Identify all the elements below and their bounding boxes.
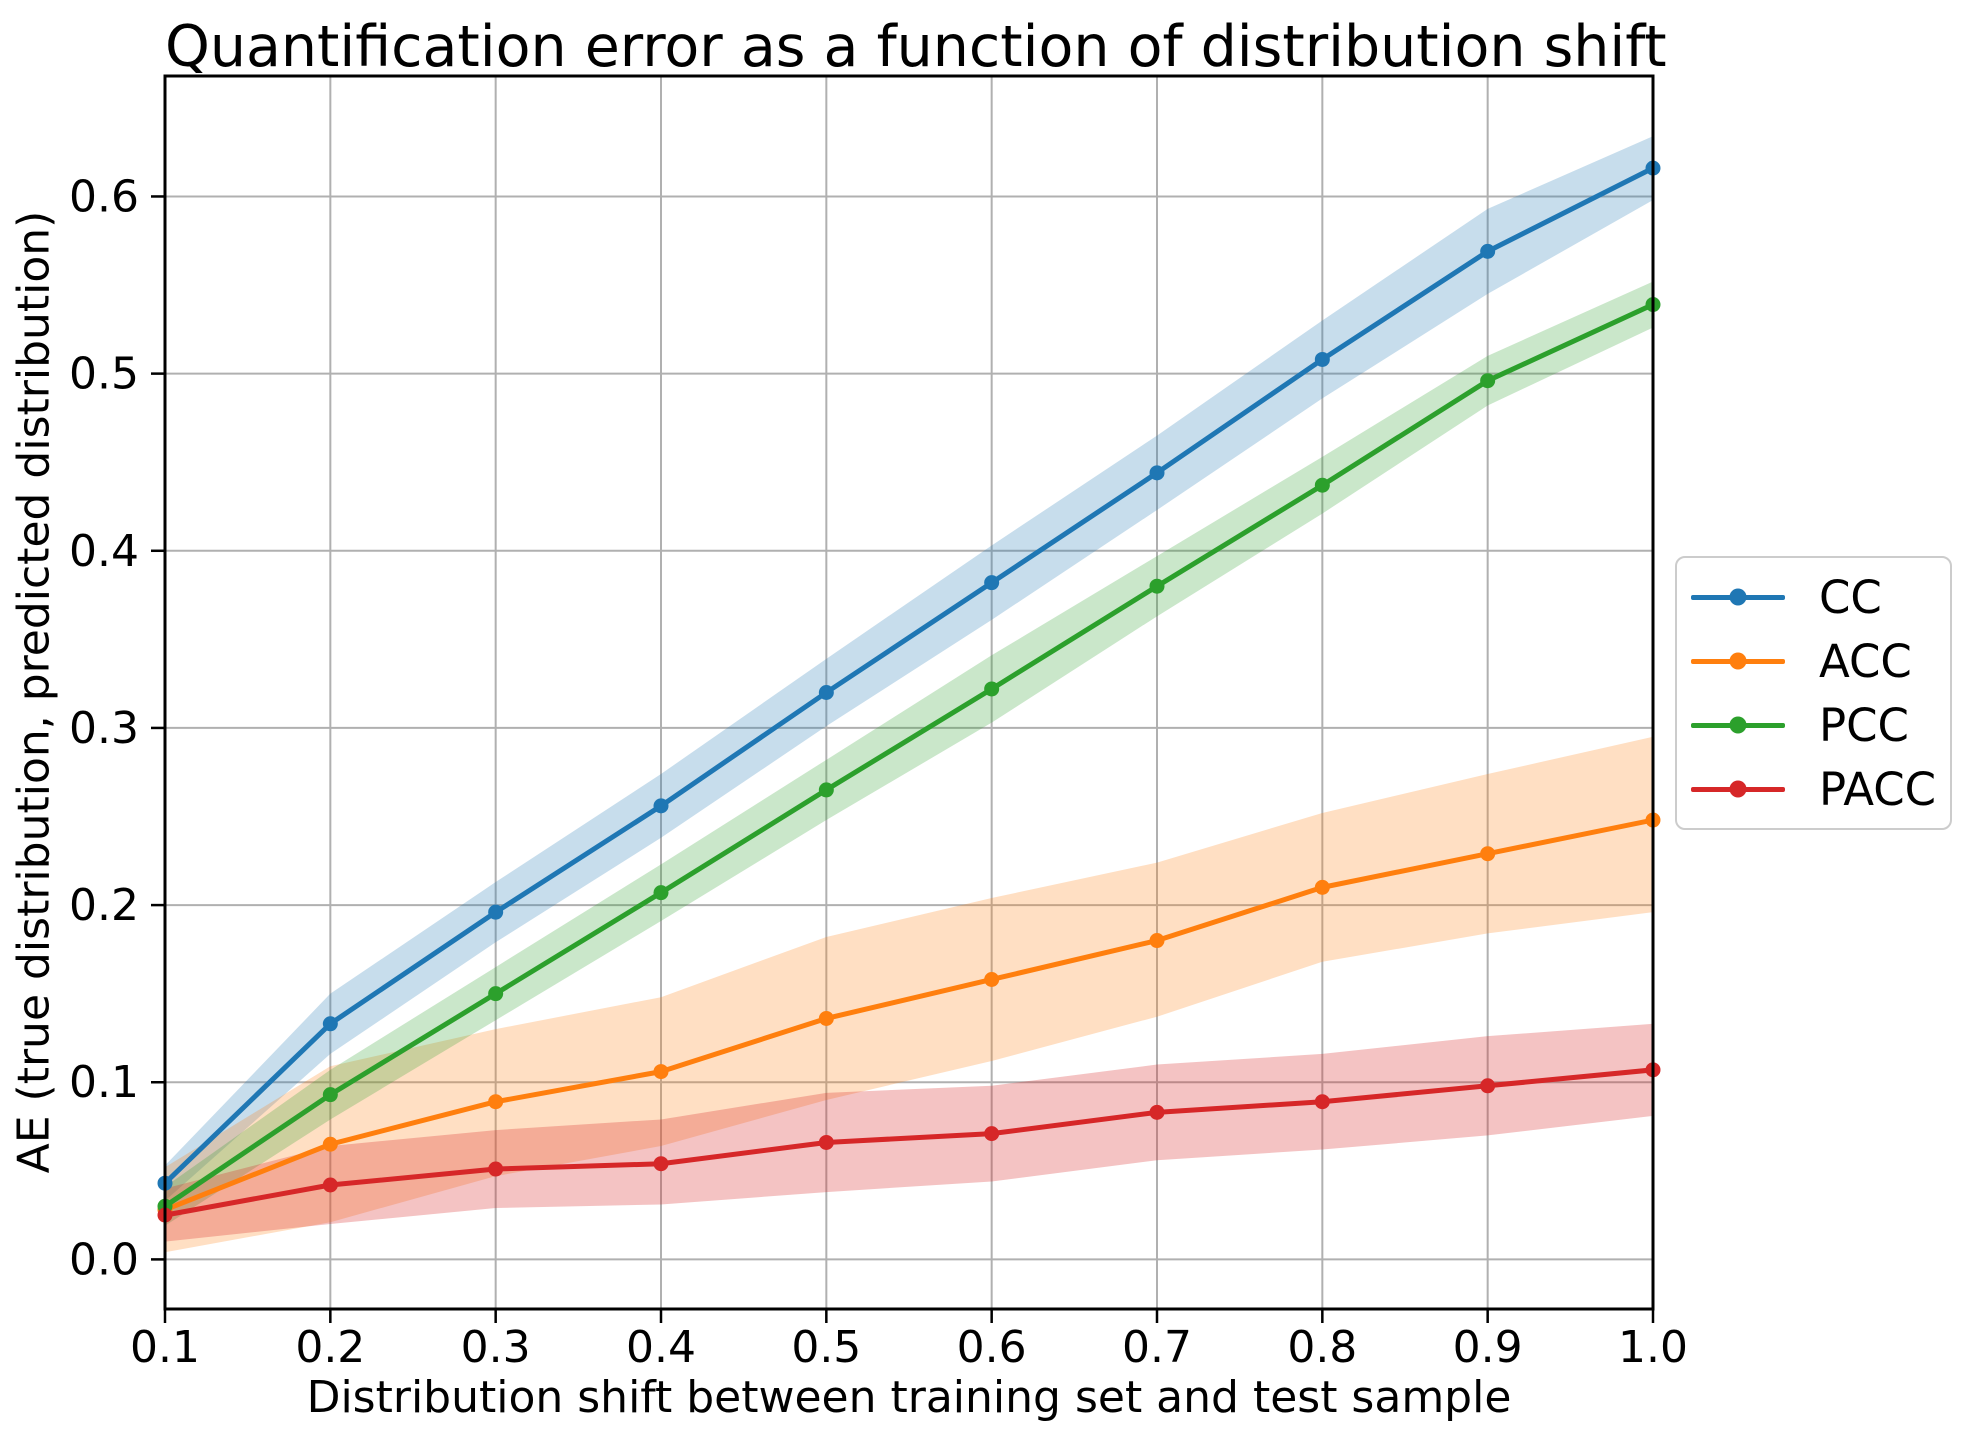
legend-line-sample bbox=[1691, 780, 1785, 798]
legend-marker-dot bbox=[1729, 780, 1747, 798]
ticks bbox=[151, 195, 1655, 1323]
x-tick-label: 0.3 bbox=[461, 1322, 531, 1373]
axes-frame bbox=[163, 74, 1655, 1311]
legend-item-acc: ACC bbox=[1677, 629, 1950, 693]
x-tick-label: 0.4 bbox=[626, 1322, 696, 1373]
marker-cc bbox=[322, 1016, 338, 1032]
marker-cc bbox=[488, 904, 504, 920]
marker-pcc bbox=[1480, 373, 1496, 389]
marker-pcc bbox=[488, 986, 504, 1002]
marker-acc bbox=[488, 1094, 504, 1110]
x-axis-label: Distribution shift between training set … bbox=[306, 1372, 1512, 1423]
x-tick-label: 1.0 bbox=[1618, 1322, 1688, 1373]
marker-cc bbox=[653, 798, 669, 814]
line-pacc bbox=[162, 1067, 1656, 1218]
marker-pacc bbox=[1149, 1104, 1165, 1120]
marker-acc bbox=[322, 1136, 338, 1152]
marker-acc bbox=[653, 1064, 669, 1080]
y-axis-label: AE (true distribution, predicted distrib… bbox=[8, 210, 60, 1174]
marker-acc bbox=[1149, 933, 1165, 949]
marker-pcc bbox=[653, 885, 669, 901]
marker-acc bbox=[984, 971, 1000, 987]
x-tick-label: 0.7 bbox=[1122, 1322, 1192, 1373]
marker-acc bbox=[1480, 846, 1496, 862]
y-tick-label: 0.6 bbox=[69, 171, 139, 222]
y-tick-label: 0.2 bbox=[69, 880, 139, 931]
marker-pacc bbox=[1480, 1078, 1496, 1094]
marker-pacc bbox=[488, 1161, 504, 1177]
x-tick-label: 0.9 bbox=[1453, 1322, 1523, 1373]
legend: CC ACC PCC PACC bbox=[1675, 556, 1952, 830]
marker-pcc bbox=[1149, 578, 1165, 594]
marker-pcc bbox=[984, 681, 1000, 697]
marker-cc bbox=[1314, 351, 1330, 367]
line-cc bbox=[162, 165, 1656, 1186]
legend-marker-dot bbox=[1729, 716, 1747, 734]
y-tick-label: 0.3 bbox=[69, 703, 139, 754]
marker-pacc bbox=[322, 1177, 338, 1193]
x-tick-label: 0.8 bbox=[1287, 1322, 1357, 1373]
marker-pacc bbox=[1314, 1094, 1330, 1110]
marker-cc bbox=[1149, 465, 1165, 481]
x-tick-label: 0.1 bbox=[130, 1322, 200, 1373]
legend-item-cc: CC bbox=[1677, 565, 1950, 629]
x-tick-label: 0.2 bbox=[295, 1322, 365, 1373]
y-tick-label: 0.5 bbox=[69, 349, 139, 400]
legend-item-pacc: PACC bbox=[1677, 757, 1950, 821]
marker-acc bbox=[1314, 879, 1330, 895]
band-pcc bbox=[165, 281, 1653, 1226]
legend-label: PACC bbox=[1819, 762, 1937, 816]
y-tick-label: 0.4 bbox=[69, 526, 139, 577]
legend-label: CC bbox=[1819, 570, 1882, 624]
chart-title: Quantification error as a function of di… bbox=[165, 14, 1667, 80]
legend-line-sample bbox=[1691, 716, 1785, 734]
legend-label: ACC bbox=[1819, 634, 1912, 688]
x-tick-label: 0.6 bbox=[957, 1322, 1027, 1373]
x-tick-label: 0.5 bbox=[791, 1322, 861, 1373]
marker-cc bbox=[818, 685, 834, 700]
marker-pcc bbox=[322, 1087, 338, 1103]
marker-pacc bbox=[984, 1126, 1000, 1142]
band-acc bbox=[165, 736, 1653, 1253]
marker-pacc bbox=[653, 1156, 669, 1172]
band-cc bbox=[165, 136, 1653, 1201]
marker-pcc bbox=[818, 782, 834, 798]
legend-marker-dot bbox=[1729, 652, 1747, 670]
legend-item-pcc: PCC bbox=[1677, 693, 1950, 757]
marker-pcc bbox=[1314, 477, 1330, 493]
legend-line-sample bbox=[1691, 588, 1785, 606]
marker-cc bbox=[984, 575, 1000, 591]
legend-label: PCC bbox=[1819, 698, 1909, 752]
y-tick-label: 0.1 bbox=[69, 1057, 139, 1108]
line-pcc bbox=[162, 302, 1656, 1209]
marker-acc bbox=[818, 1010, 834, 1026]
line-acc bbox=[162, 817, 1656, 1213]
legend-marker-dot bbox=[1729, 588, 1747, 606]
y-tick-label: 0.0 bbox=[69, 1234, 139, 1285]
marker-cc bbox=[1480, 243, 1496, 259]
legend-line-sample bbox=[1691, 652, 1785, 670]
marker-pacc bbox=[818, 1134, 834, 1150]
band-pacc bbox=[165, 1023, 1653, 1242]
